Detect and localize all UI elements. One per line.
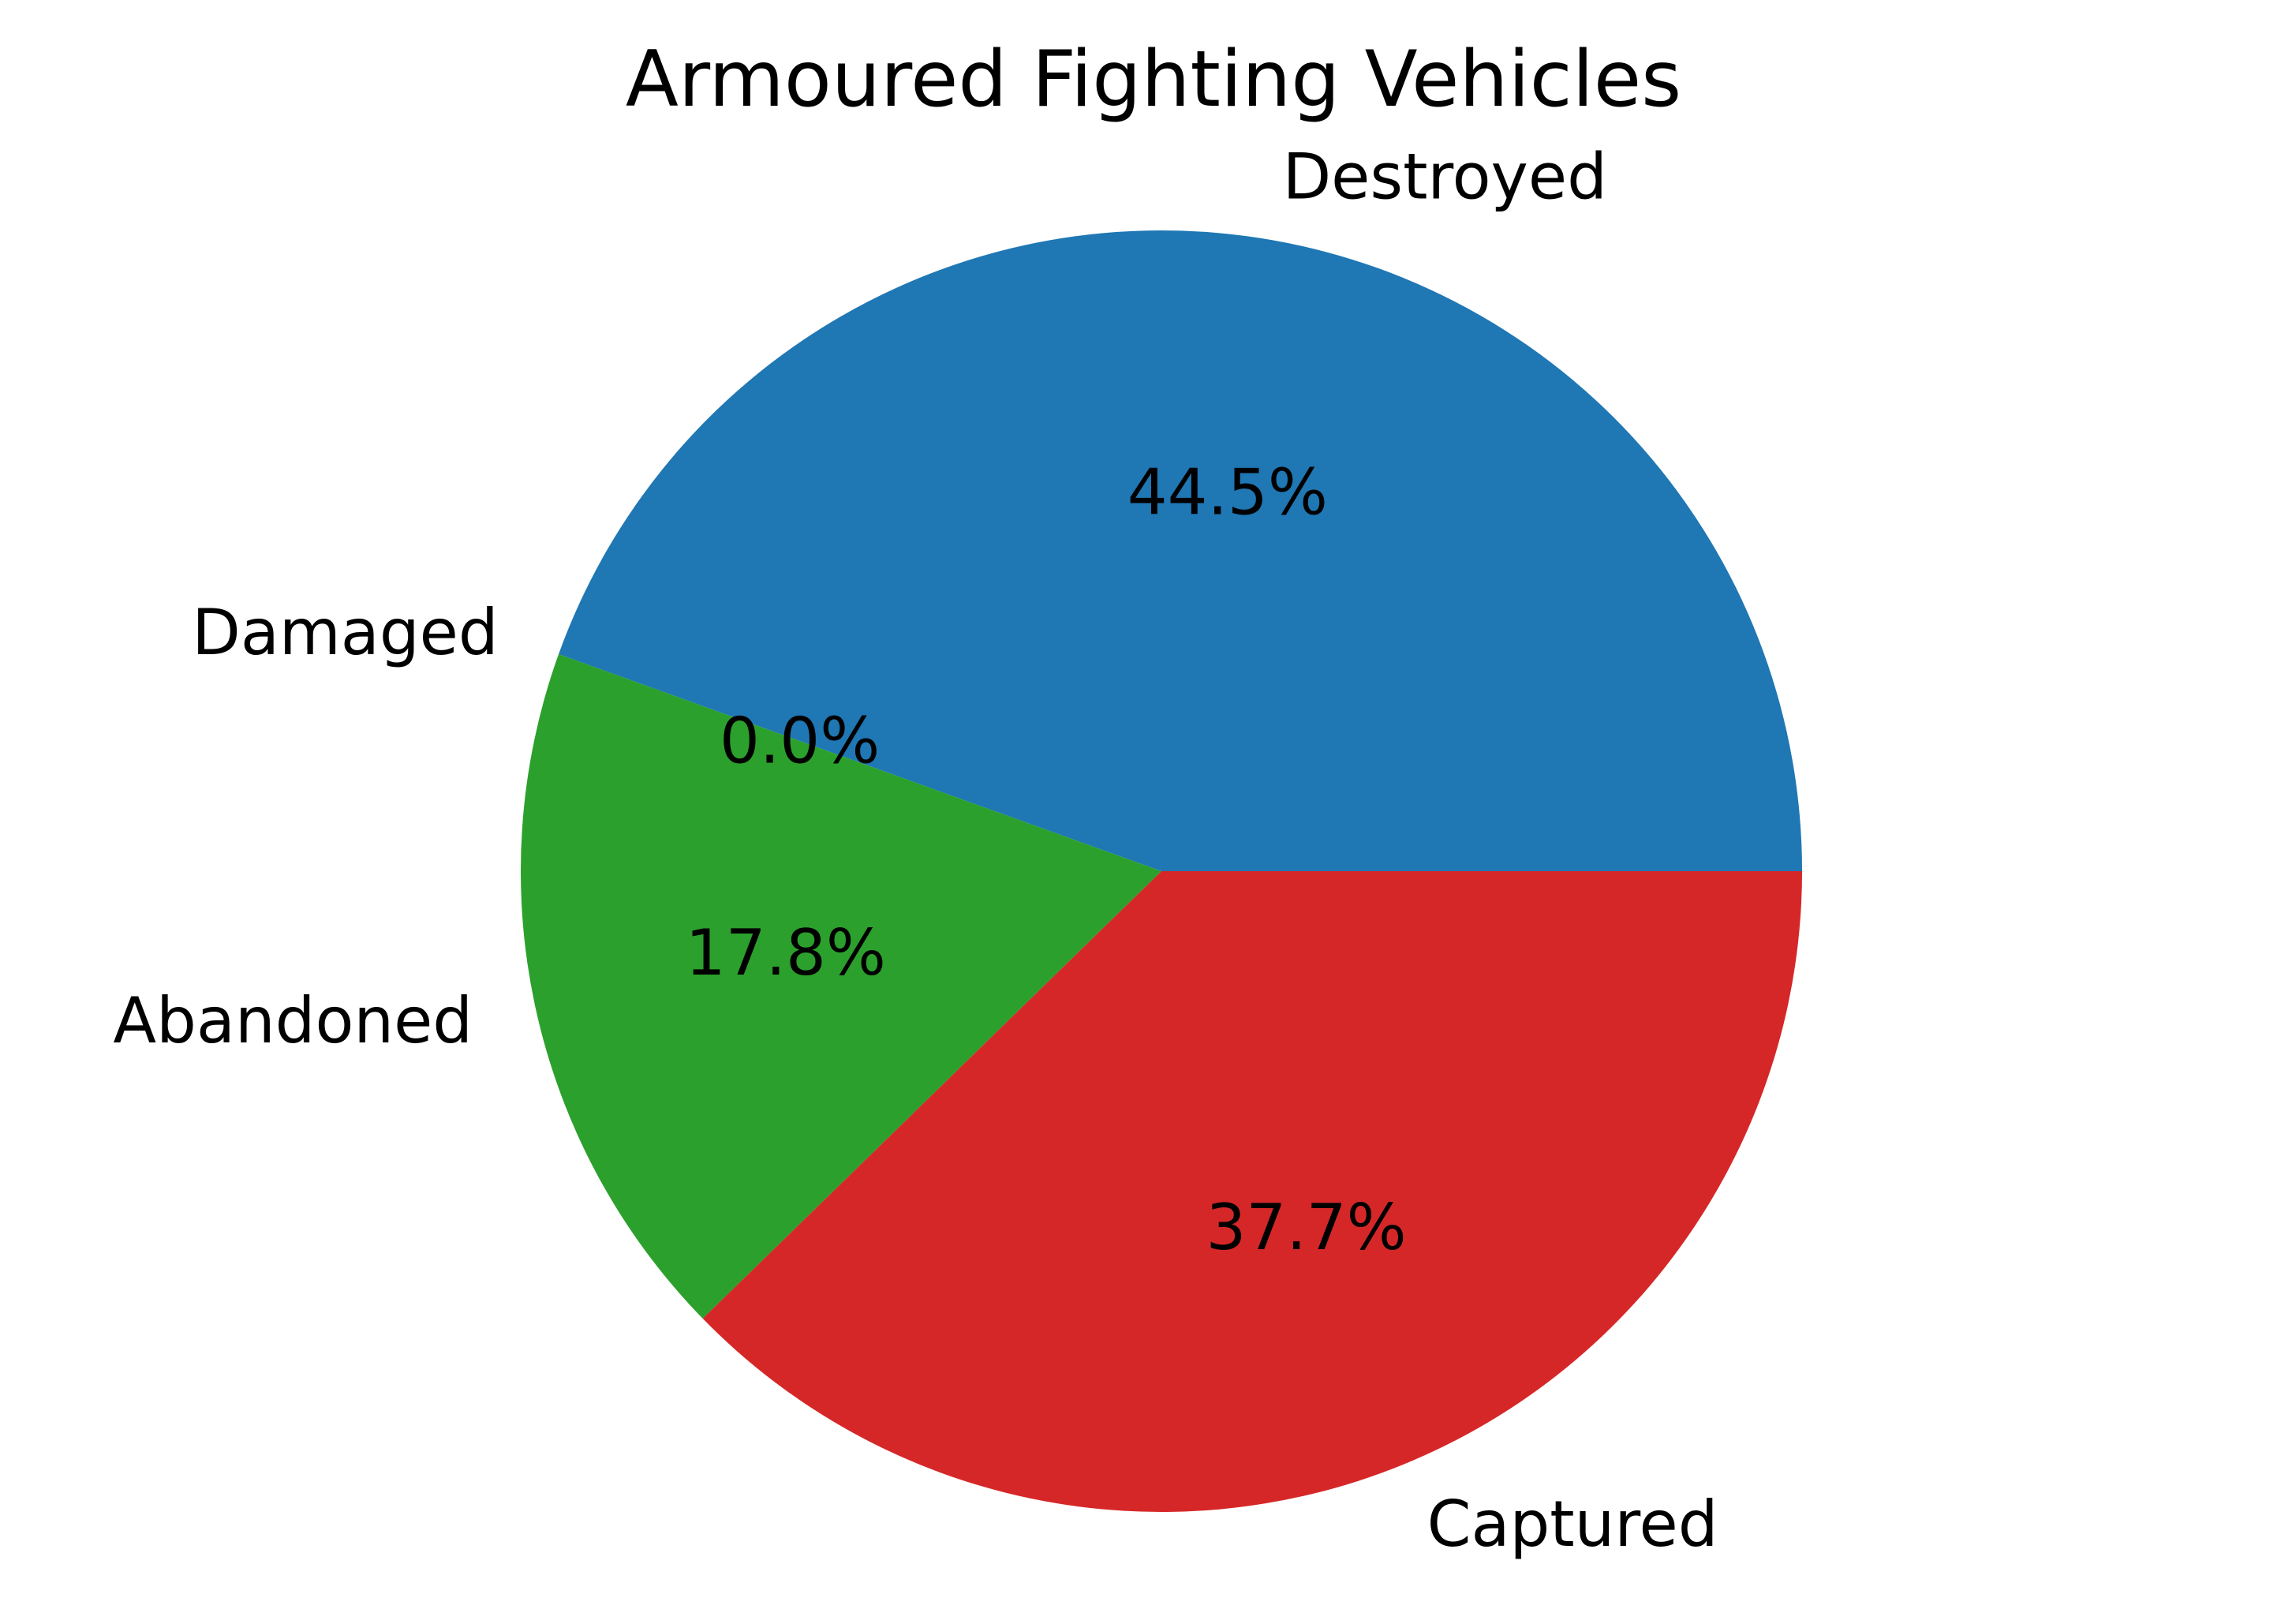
chart-title: Armoured Fighting Vehicles xyxy=(626,35,1681,125)
slice-label-destroyed: Destroyed xyxy=(1283,140,1607,214)
pie-slices xyxy=(521,230,1802,1512)
pie-slice-destroyed xyxy=(559,230,1802,871)
slice-label-abandoned: Abandoned xyxy=(113,984,473,1057)
slice-pct-label-destroyed: 44.5% xyxy=(1127,456,1328,529)
slice-pct-label-damaged: 0.0% xyxy=(720,704,880,777)
slice-pct-label-abandoned: 17.8% xyxy=(686,916,886,990)
pie-labels: Destroyed 44.5% Damaged 0.0% Abandoned 17.8% C… xyxy=(113,140,1718,1561)
slice-label-damaged: Damaged xyxy=(192,596,498,669)
pie-slice-abandoned xyxy=(521,653,1161,1319)
slice-label-captured: Captured xyxy=(1427,1487,1718,1561)
slice-pct-label-captured: 37.7% xyxy=(1206,1191,1407,1264)
pie-slice-captured xyxy=(702,871,1802,1512)
